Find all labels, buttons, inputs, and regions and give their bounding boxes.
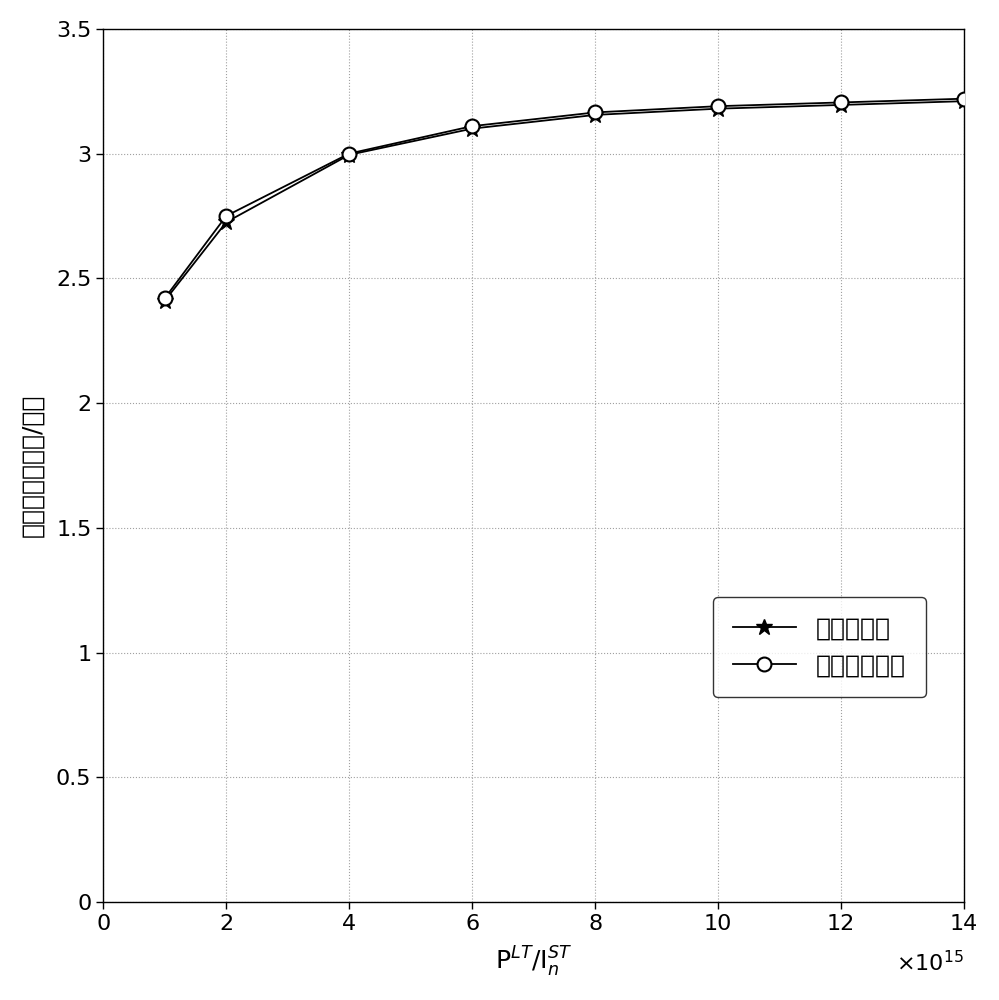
传统数值方法 — [589, 106, 601, 118]
传统数值方法 — [958, 93, 970, 105]
Text: $\times10^{15}$: $\times10^{15}$ — [896, 950, 964, 975]
Legend: 本发明方法, 传统数值方法: 本发明方法, 传统数值方法 — [713, 597, 926, 697]
X-axis label: P$^{LT}$/I$_n^{ST}$: P$^{LT}$/I$_n^{ST}$ — [495, 945, 572, 979]
Line: 传统数值方法: 传统数值方法 — [158, 92, 971, 305]
传统数值方法 — [344, 148, 356, 160]
本发明方法 — [835, 99, 847, 111]
传统数值方法 — [712, 100, 724, 112]
本发明方法 — [958, 95, 970, 107]
本发明方法 — [220, 216, 232, 228]
本发明方法 — [712, 103, 724, 115]
Line: 本发明方法: 本发明方法 — [157, 93, 972, 309]
传统数值方法 — [467, 120, 479, 132]
Y-axis label: 遍历容量（比特/秒）: 遍历容量（比特/秒） — [21, 394, 45, 537]
本发明方法 — [467, 123, 479, 135]
传统数值方法 — [220, 210, 232, 222]
本发明方法 — [589, 109, 601, 121]
传统数值方法 — [159, 292, 171, 304]
本发明方法 — [159, 295, 171, 307]
传统数值方法 — [835, 96, 847, 108]
本发明方法 — [344, 149, 356, 161]
